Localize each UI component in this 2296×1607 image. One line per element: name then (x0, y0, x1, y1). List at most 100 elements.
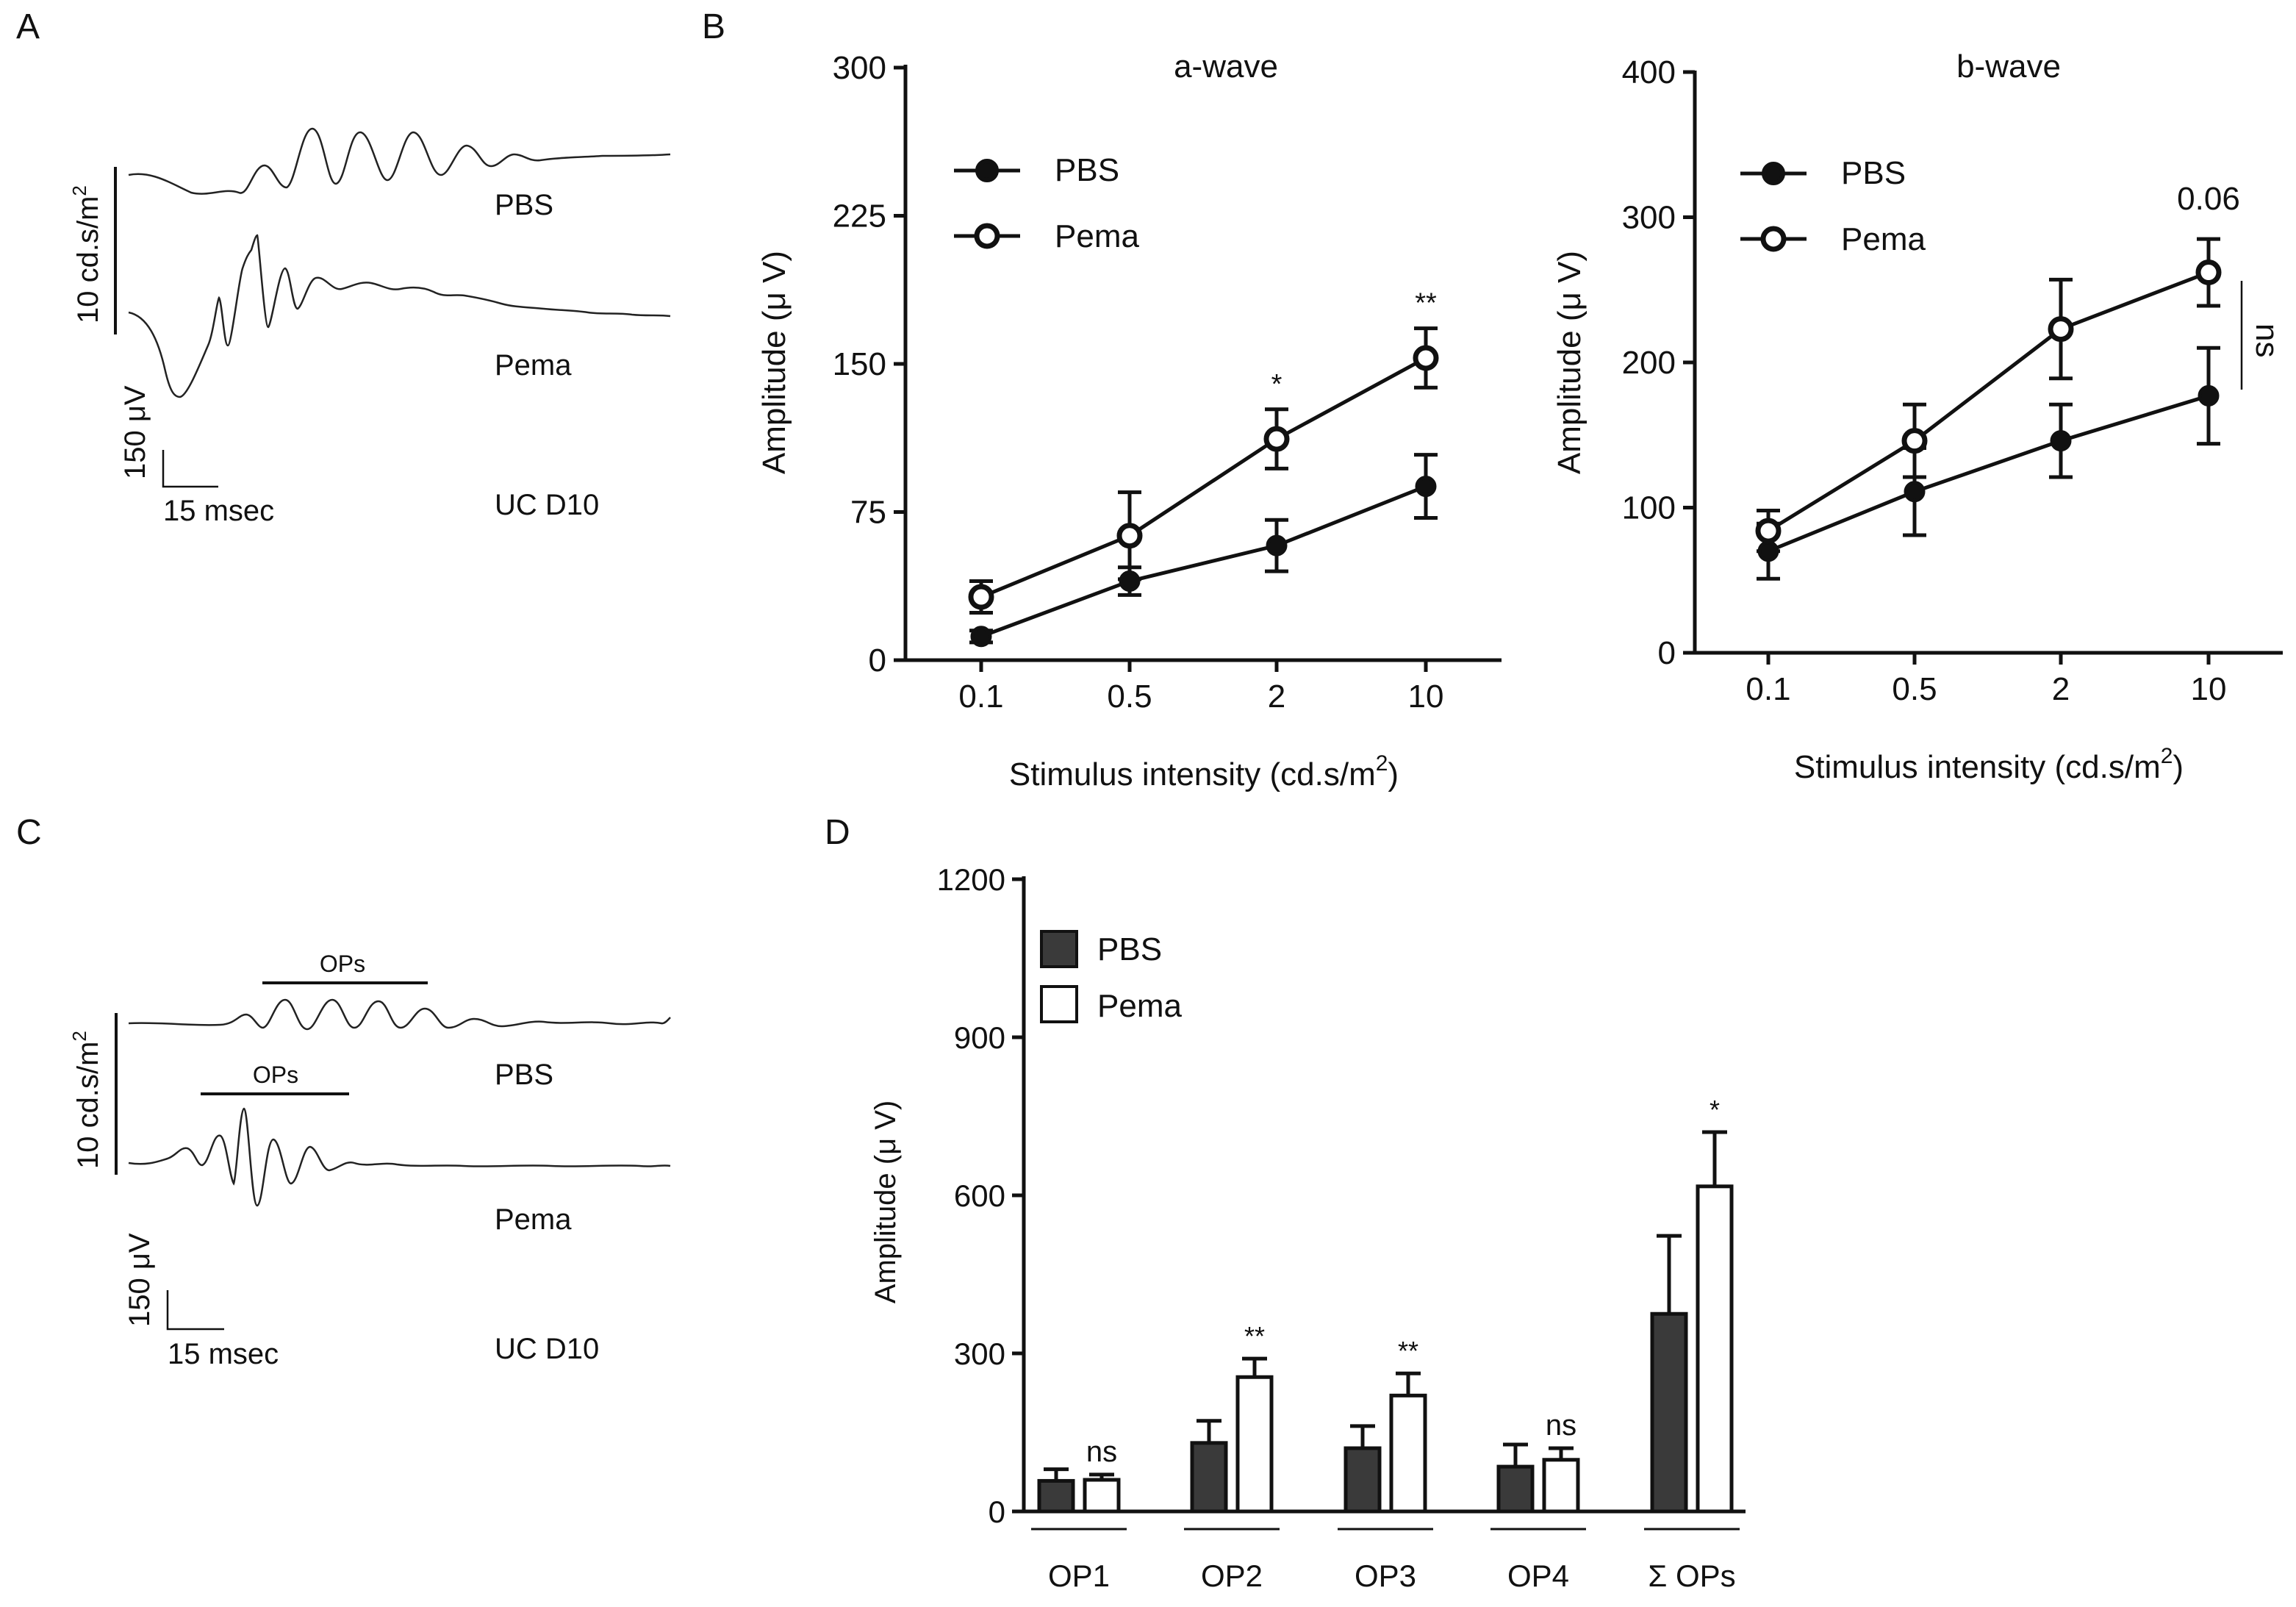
trace-pbs-a (128, 127, 671, 195)
ops-significance: ns (1546, 1409, 1576, 1442)
legend-swatch-pbs (1040, 930, 1078, 968)
legend-label-pbs-b: PBS (1841, 155, 1906, 191)
time-scale-label-c: 15 msec (168, 1338, 279, 1370)
awave-line-pema (980, 356, 1427, 599)
ops-significance: * (1710, 1095, 1720, 1125)
bwave-xtick-label: 2 (2052, 671, 2070, 707)
a-wave-x-label: Stimulus intensity (cd.s/m2) (1009, 751, 1399, 792)
legend-label-pema-b: Pema (1841, 221, 1926, 257)
ops-significance: ns (1086, 1436, 1117, 1468)
svg-text:150 μV: 150 μV (119, 385, 151, 479)
ops-label-top: OPs (320, 951, 365, 977)
ops-bar-pema (1696, 1184, 1734, 1514)
awave-significance: ** (1415, 288, 1437, 319)
legend-marker-pema (974, 223, 1000, 249)
panel-letter-d: D (825, 813, 850, 852)
ops-significance: ** (1244, 1321, 1265, 1351)
bwave-point-pema (1901, 428, 1928, 454)
trace-label-pbs-a: PBS (495, 189, 553, 221)
ops-ytick-label: 0 (989, 1495, 1005, 1529)
ops-legend: PBS Pema (1040, 930, 1182, 1024)
awave-ytick-label: 75 (850, 495, 886, 531)
b-wave-chart: b-wave 0 100 200 300 400 0.1 0.5 2 10 Amplitude… (1551, 49, 2285, 785)
a-wave-legend: PBS Pema (954, 152, 1139, 254)
svg-text:ns: ns (2249, 323, 2285, 357)
awave-xtick-label: 0.5 (1107, 679, 1152, 715)
bwave-xtick-label: 0.5 (1892, 671, 1937, 707)
awave-significance: * (1271, 369, 1282, 400)
panel-letter-b: B (702, 7, 725, 46)
bwave-point-pbs (2198, 384, 2220, 407)
bwave-ytick-label: 0 (1658, 635, 1676, 671)
ops-bar-chart: 0 300 600 900 1200 Amplitude (μ V) ns ** ** ns *… (869, 862, 1746, 1593)
trace-label-pbs-c: PBS (495, 1059, 553, 1091)
svg-text:Amplitude (μ V): Amplitude (μ V) (756, 251, 792, 474)
b-wave-legend: PBS Pema (1740, 155, 1926, 257)
legend-swatch-pema (1040, 985, 1078, 1023)
bwave-ytick-label: 200 (1622, 345, 1676, 381)
b-wave-y-label: Amplitude (μ V) (1551, 251, 1588, 474)
ops-ytick-label: 1200 (937, 862, 1005, 897)
a-wave-title: a-wave (1174, 49, 1278, 85)
awave-ytick-label: 0 (869, 643, 886, 679)
ops-category-label: Σ OPs (1648, 1558, 1735, 1593)
trace-label-pema-c: Pema (495, 1203, 572, 1236)
intensity-scale-label-a: 10 cd.s/m2 (68, 185, 104, 323)
legend-marker-pema-b (1760, 226, 1787, 252)
awave-point-pema (1413, 345, 1439, 371)
ops-bar-pbs (1343, 1446, 1382, 1514)
legend-label-pema-d: Pema (1097, 988, 1182, 1024)
condition-label-a: UC D10 (495, 489, 599, 521)
ops-category-label: OP3 (1355, 1558, 1416, 1593)
ops-significance: ** (1398, 1336, 1418, 1366)
bwave-line-pema (1767, 271, 2209, 533)
awave-ytick-label: 150 (833, 346, 886, 382)
bwave-point-pema (1755, 518, 1782, 544)
panel-a-traces (128, 127, 671, 398)
svg-text:10 cd.s/m2: 10 cd.s/m2 (68, 185, 104, 323)
ops-bar-pema (1083, 1478, 1121, 1514)
bwave-point-pema (2048, 316, 2074, 343)
awave-point-pema (1116, 523, 1143, 549)
awave-point-pbs (1266, 534, 1288, 556)
bwave-ytick-label: 100 (1622, 490, 1676, 526)
legend-marker-pbs-b (1762, 162, 1785, 185)
awave-point-pbs (1119, 570, 1141, 593)
awave-point-pema (1263, 426, 1290, 452)
voltage-scale-label-a: 150 μV (119, 385, 151, 479)
voltage-scale-label-c: 150 μV (123, 1233, 156, 1327)
ops-category-label: OP4 (1507, 1558, 1569, 1593)
b-wave-title: b-wave (1956, 49, 2061, 85)
trace-label-pema-a: Pema (495, 349, 572, 382)
trace-pbs-c (128, 998, 671, 1031)
trace-pema-a (128, 234, 671, 398)
awave-line-pbs (980, 484, 1427, 639)
awave-point-pbs (1415, 476, 1437, 498)
bwave-xtick-label: 10 (2191, 671, 2227, 707)
bwave-point-pbs (1904, 481, 1926, 503)
awave-xtick-label: 0.1 (958, 679, 1003, 715)
bwave-ytick-label: 400 (1622, 54, 1676, 90)
awave-point-pbs (970, 626, 992, 648)
ops-label-bottom: OPs (253, 1062, 298, 1088)
panel-c-traces (128, 998, 671, 1207)
ops-ytick-label: 900 (954, 1020, 1005, 1055)
bwave-significance: 0.06 (2177, 181, 2240, 217)
ops-bar-pbs (1650, 1311, 1688, 1514)
panel-letter-a: A (16, 7, 40, 46)
awave-xtick-label: 2 (1268, 679, 1285, 715)
legend-label-pbs: PBS (1055, 152, 1119, 188)
panel-letter-c: C (16, 813, 42, 852)
ops-bar-pema (1542, 1458, 1580, 1514)
bwave-point-pbs (1757, 540, 1779, 562)
ops-ytick-label: 600 (954, 1178, 1005, 1213)
bwave-point-pbs (2050, 430, 2072, 452)
intensity-scale-label-c: 10 cd.s/m2 (68, 1031, 104, 1169)
b-wave-x-label: Stimulus intensity (cd.s/m2) (1794, 744, 2184, 785)
trace-pema-c (128, 1107, 671, 1207)
svg-text:Amplitude (μ V): Amplitude (μ V) (869, 1100, 902, 1303)
ops-bar-pema (1235, 1375, 1274, 1514)
time-voltage-scale-bar-a (162, 450, 218, 488)
ops-bar-pbs (1496, 1464, 1535, 1514)
